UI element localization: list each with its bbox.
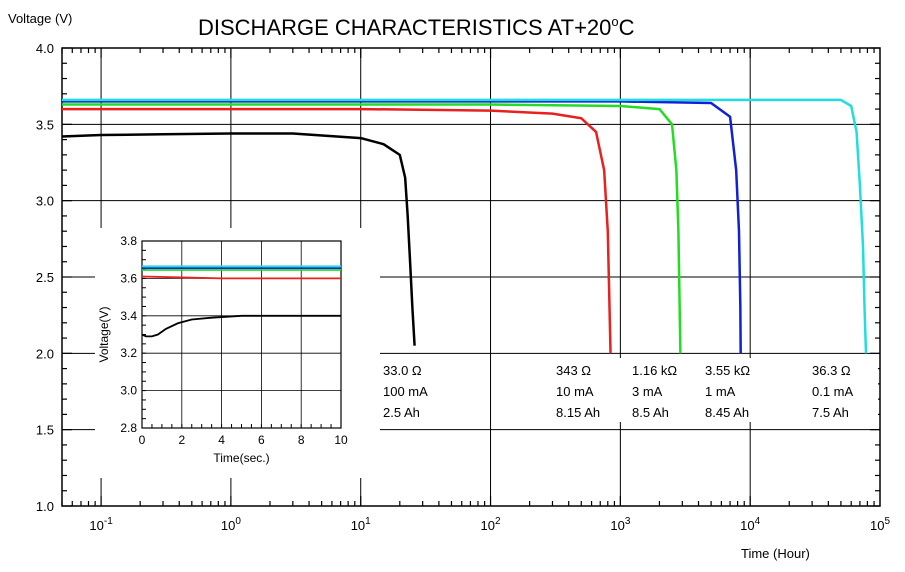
annotation-capacity: 8.45 Ah bbox=[705, 405, 749, 420]
annotation-capacity: 2.5 Ah bbox=[383, 405, 420, 420]
x-tick-label: 104 bbox=[740, 516, 760, 533]
inset-x-tick-label: 4 bbox=[218, 433, 225, 447]
annotation-current: 100 mA bbox=[383, 384, 428, 399]
inset-x-tick-label: 8 bbox=[298, 433, 305, 447]
x-tick-base: 10 bbox=[740, 518, 754, 533]
annotation-resistance: 36.3 Ω bbox=[812, 363, 851, 378]
x-tick-exp: 1 bbox=[365, 516, 371, 527]
annotation-capacity: 8.5 Ah bbox=[632, 405, 669, 420]
inset-series-line-2 bbox=[141, 275, 341, 280]
inset-x-tick-label: 2 bbox=[178, 433, 185, 447]
inset-x-axis-label: Time(sec.) bbox=[213, 451, 269, 465]
x-tick-exp: 0 bbox=[235, 516, 241, 527]
y-tick-label: 2.0 bbox=[36, 346, 54, 361]
main-plot: 10-1 100 101 102 103 104 1051.01.52.02.53.03.5… bbox=[36, 41, 891, 533]
y-tick-label: 3.5 bbox=[36, 117, 54, 132]
y-tick-label: 2.5 bbox=[36, 270, 54, 285]
annotation-current: 0.1 mA bbox=[812, 384, 854, 399]
y-tick-label: 3.0 bbox=[36, 194, 54, 209]
annotation-resistance: 33.0 Ω bbox=[383, 363, 422, 378]
inset-plot: 0 2 4 6 8 10 2.8 3.0 3.2 3.4 3.6 3.8 Time(sec.) Volta… bbox=[97, 234, 348, 465]
inset-y-axis-label: Voltage(V) bbox=[97, 306, 111, 362]
main-series bbox=[61, 98, 868, 354]
inset-x-tick-label: 10 bbox=[334, 433, 348, 447]
x-tick-base: 10 bbox=[351, 518, 365, 533]
x-tick-exp: 5 bbox=[884, 516, 890, 527]
annotation-bg bbox=[630, 358, 698, 422]
x-tick-label: 10-1 bbox=[89, 516, 113, 533]
annotation-resistance: 343 Ω bbox=[556, 363, 591, 378]
x-tick-exp: 3 bbox=[625, 516, 631, 527]
inset-x-tick-label: 6 bbox=[258, 433, 265, 447]
annotation-bg bbox=[381, 358, 449, 422]
y-tick-label: 1.5 bbox=[36, 423, 54, 438]
annotation-bg bbox=[554, 358, 622, 422]
x-tick-label: 102 bbox=[481, 516, 501, 533]
inset-y-tick-label: 3.4 bbox=[120, 309, 137, 323]
series-line-4 bbox=[62, 100, 742, 354]
annotation-3: 1.16 kΩ 3 mA 8.5 Ah bbox=[632, 363, 677, 420]
y-axis-label: Voltage (V) bbox=[8, 11, 72, 26]
annotation-current: 3 mA bbox=[632, 384, 663, 399]
y-tick-label: 1.0 bbox=[36, 499, 54, 514]
x-tick-base: 10 bbox=[610, 518, 624, 533]
inset-series-line-1 bbox=[141, 314, 341, 338]
inset-y-tick-label: 3.2 bbox=[120, 346, 137, 360]
x-tick-label: 105 bbox=[870, 516, 890, 533]
inset-y-tick-label: 3.8 bbox=[120, 234, 137, 248]
main-ticks bbox=[61, 47, 880, 507]
x-tick-exp: 2 bbox=[495, 516, 501, 527]
chart-title-suffix: C bbox=[619, 15, 635, 40]
annotation-bg bbox=[703, 358, 771, 422]
x-tick-base: 10 bbox=[89, 518, 103, 533]
chart-title-main: DISCHARGE CHARACTERISTICS AT+20 bbox=[198, 15, 611, 40]
inset-y-tick-label: 3.6 bbox=[120, 271, 137, 285]
x-tick-label: 100 bbox=[221, 516, 241, 533]
x-tick-label: 103 bbox=[610, 516, 630, 533]
inset-y-tick-label: 2.8 bbox=[120, 421, 137, 435]
annotation-resistance: 1.16 kΩ bbox=[632, 363, 677, 378]
chart-title-superscript: o bbox=[611, 14, 618, 29]
annotation-resistance: 3.55 kΩ bbox=[705, 363, 750, 378]
annotation-capacity: 8.15 Ah bbox=[556, 405, 600, 420]
inset-y-tick-label: 3.0 bbox=[120, 384, 137, 398]
annotation-2: 343 Ω 10 mA 8.15 Ah bbox=[556, 363, 600, 420]
x-tick-base: 10 bbox=[221, 518, 235, 533]
x-tick-base: 10 bbox=[870, 518, 884, 533]
annotation-current: 10 mA bbox=[556, 384, 594, 399]
annotation-capacity: 7.5 Ah bbox=[812, 405, 849, 420]
annotation-4: 3.55 kΩ 1 mA 8.45 Ah bbox=[705, 363, 750, 420]
annotation-5: 36.3 Ω 0.1 mA 7.5 Ah bbox=[812, 363, 854, 420]
y-tick-label: 4.0 bbox=[36, 41, 54, 56]
series-line-2 bbox=[62, 107, 612, 354]
chart-title: DISCHARGE CHARACTERISTICS AT+20oC bbox=[198, 14, 635, 40]
annotation-1: 33.0 Ω 100 mA 2.5 Ah bbox=[383, 363, 428, 420]
series-line-5 bbox=[62, 98, 868, 354]
x-tick-label: 101 bbox=[351, 516, 371, 533]
annotation-current: 1 mA bbox=[705, 384, 736, 399]
x-tick-exp: 4 bbox=[755, 516, 761, 527]
x-tick-base: 10 bbox=[481, 518, 495, 533]
x-axis-label: Time (Hour) bbox=[741, 546, 810, 561]
inset-x-tick-label: 0 bbox=[139, 433, 146, 447]
series-line-3 bbox=[62, 103, 682, 354]
x-tick-exp: -1 bbox=[104, 516, 113, 527]
series-line-1 bbox=[61, 132, 416, 346]
annotation-bg bbox=[810, 358, 878, 422]
